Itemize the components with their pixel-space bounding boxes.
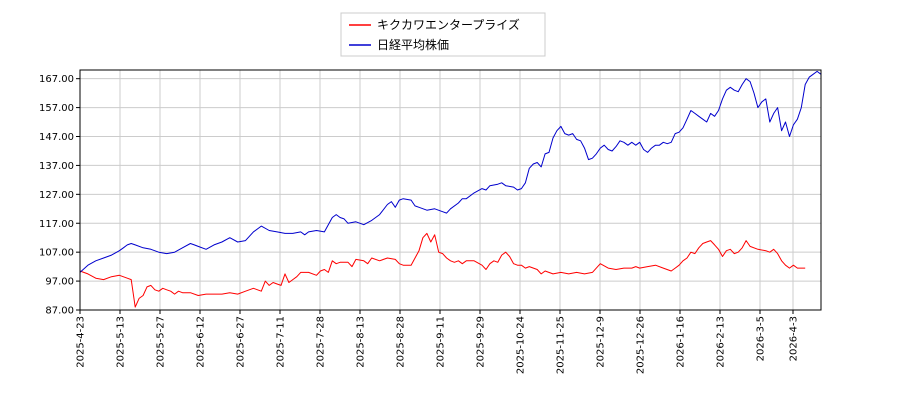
x-tick-label: 2025-9-11 [436, 316, 447, 368]
x-tick-label: 2025-12-9 [596, 316, 607, 368]
x-axis: 2025-4-23 2025-5-13 2025-5-27 2025-6-12 2025… [76, 310, 800, 374]
y-tick-label: 167.00 [39, 74, 74, 85]
legend-label-series-1: キクカワエンタープライズ [377, 17, 520, 32]
x-tick-label: 2025-10-24 [516, 316, 527, 374]
x-tick-label: 2025-4-23 [76, 316, 87, 368]
series-line-2 [79, 70, 822, 273]
legend-box [340, 12, 546, 57]
x-tick-label: 2025-5-27 [156, 316, 167, 368]
legend: キクカワエンタープライズ 日経平均株価 [340, 12, 546, 57]
y-tick-label: 127.00 [39, 190, 74, 201]
x-tick-label: 2025-8-13 [356, 316, 367, 368]
x-tick-label: 2025-7-28 [316, 316, 327, 368]
y-tick-label: 97.00 [45, 277, 74, 288]
x-tick-label: 2025-7-11 [276, 316, 287, 368]
y-tick-label: 107.00 [39, 248, 74, 259]
series-line-1 [79, 232, 806, 308]
x-tick-label: 2025-6-27 [236, 316, 247, 368]
x-tick-label: 2026-1-16 [676, 316, 687, 368]
y-tick-label: 147.00 [39, 132, 74, 143]
x-tick-label: 2025-6-12 [196, 316, 207, 368]
x-tick-label: 2025-5-13 [116, 316, 127, 368]
y-tick-label: 117.00 [39, 219, 74, 230]
y-tick-label: 137.00 [39, 161, 74, 172]
legend-label-series-2: 日経平均株価 [377, 37, 449, 52]
x-tick-label: 2025-11-25 [556, 316, 567, 374]
plot-frame [79, 69, 822, 311]
x-tick-label: 2025-8-28 [396, 316, 407, 368]
y-axis: 87.00 97.00 107.00 117.00 127.00 137.00 147.00… [39, 74, 80, 317]
y-tick-label: 157.00 [39, 103, 74, 114]
x-tick-label: 2025-9-29 [476, 316, 487, 368]
series-lines [79, 70, 822, 308]
x-tick-label: 2026-2-13 [716, 316, 727, 368]
y-tick-label: 87.00 [45, 306, 74, 317]
x-tick-label: 2025-12-26 [636, 316, 647, 374]
x-tick-label: 2026-4-3 [789, 316, 800, 361]
x-tick-label: 2026-3-5 [756, 316, 767, 361]
